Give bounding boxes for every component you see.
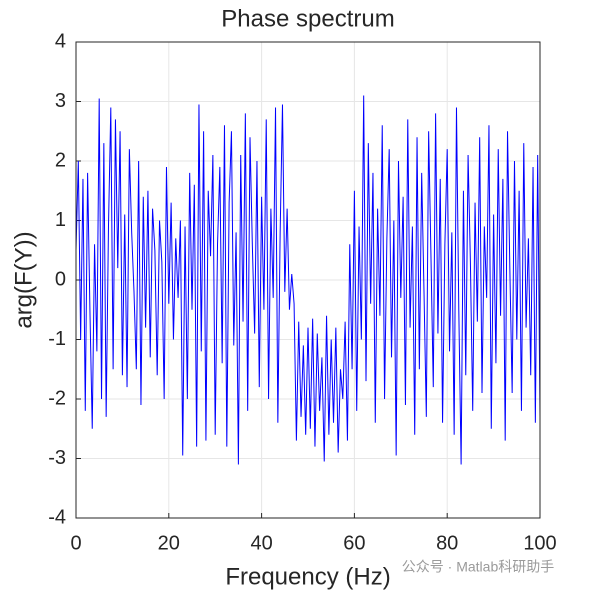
y-tick-label: 0 [55,268,66,290]
data-line [75,95,541,465]
y-tick-label: -3 [48,447,66,469]
y-tick-label: 3 [55,90,66,112]
y-tick-label: 4 [55,30,66,52]
y-tick-label: -4 [48,506,66,528]
y-tick-label: -2 [48,387,66,409]
watermark: 公众号 · Matlab科研助手 [402,559,554,575]
y-tick-label: -1 [48,328,66,350]
x-tick-label: 60 [343,532,365,554]
x-axis-label: Frequency (Hz) [225,563,390,590]
x-tick-label: 100 [523,532,556,554]
plot-frame [75,41,541,519]
y-axis-label: arg(F(Y)) [10,231,37,328]
x-tick-label: 40 [250,532,272,554]
x-tick-label: 0 [70,532,81,554]
chart-title: Phase spectrum [221,5,394,32]
x-tick-label: 80 [436,532,458,554]
x-tick-label: 20 [158,532,180,554]
y-tick-label: 2 [55,149,66,171]
y-tick-label: 1 [55,209,66,231]
